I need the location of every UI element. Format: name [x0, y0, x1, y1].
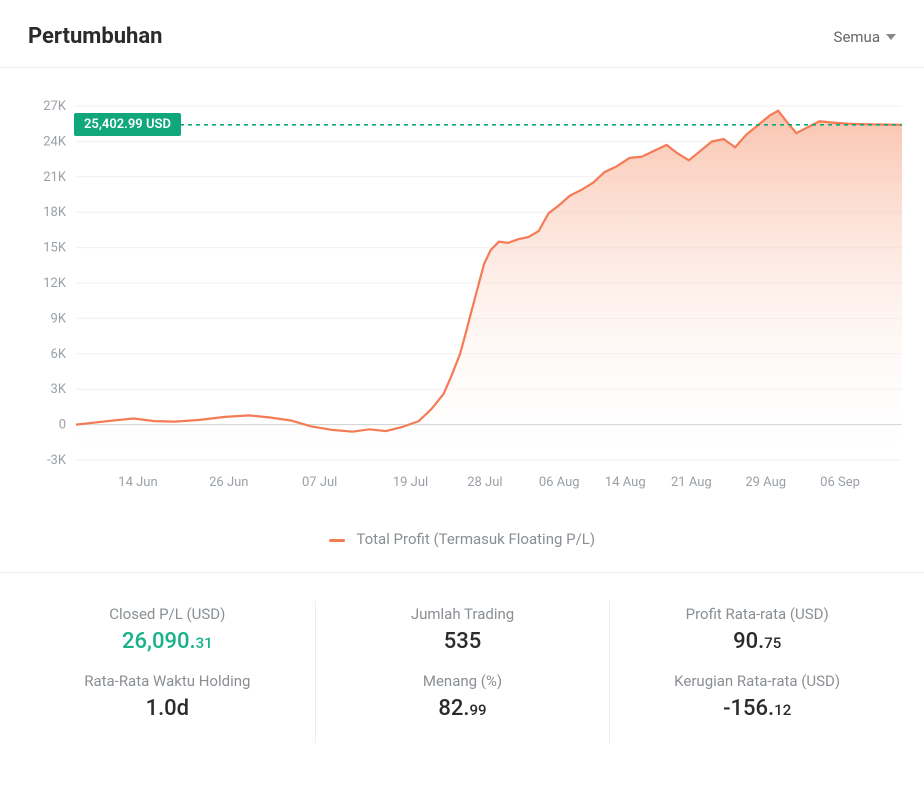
stat-value: 90.75 — [622, 629, 892, 654]
svg-text:3K: 3K — [51, 382, 67, 397]
svg-text:29 Aug: 29 Aug — [745, 475, 786, 490]
stat-column: Jumlah Trading 535 Menang (%) 82.99 — [315, 601, 610, 743]
svg-text:0: 0 — [59, 418, 66, 433]
page-title: Pertumbuhan — [28, 24, 162, 49]
legend-label: Total Profit (Termasuk Floating P/L) — [356, 530, 595, 548]
header: Pertumbuhan Semua — [0, 0, 924, 68]
range-label: Semua — [834, 28, 880, 46]
svg-text:-3K: -3K — [47, 453, 67, 468]
svg-text:27K: 27K — [43, 99, 67, 114]
stat-label: Kerugian Rata-rata (USD) — [622, 672, 892, 690]
stat-value: -156.12 — [622, 696, 892, 721]
stat-label: Menang (%) — [328, 672, 598, 690]
range-selector[interactable]: Semua — [834, 28, 896, 46]
svg-text:06 Aug: 06 Aug — [539, 475, 580, 490]
stat-label: Profit Rata-rata (USD) — [622, 605, 892, 623]
stat-label: Jumlah Trading — [328, 605, 598, 623]
svg-text:26 Jun: 26 Jun — [209, 475, 248, 490]
legend-swatch — [329, 539, 345, 542]
stat-value: 26,090.31 — [32, 629, 303, 654]
svg-text:12K: 12K — [43, 276, 67, 291]
stat-value: 1.0d — [32, 696, 303, 721]
svg-text:14 Jun: 14 Jun — [118, 475, 157, 490]
svg-text:07 Jul: 07 Jul — [302, 475, 337, 490]
svg-text:18K: 18K — [43, 205, 67, 220]
svg-text:9K: 9K — [51, 311, 67, 326]
stat-value: 535 — [328, 629, 598, 654]
svg-text:28 Jul: 28 Jul — [467, 475, 502, 490]
stats-grid: Closed P/L (USD) 26,090.31 Rata-Rata Waktu… — [0, 572, 924, 775]
chart-legend: Total Profit (Termasuk Floating P/L) — [0, 518, 924, 572]
chevron-down-icon — [886, 34, 896, 40]
stat-column: Profit Rata-rata (USD) 90.75 Kerugian Rata… — [609, 601, 904, 743]
svg-text:21 Aug: 21 Aug — [671, 475, 712, 490]
svg-text:19 Jul: 19 Jul — [393, 475, 428, 490]
svg-text:6K: 6K — [51, 347, 67, 362]
svg-text:14 Aug: 14 Aug — [605, 475, 646, 490]
svg-text:15K: 15K — [43, 241, 67, 256]
stat-label: Closed P/L (USD) — [32, 605, 303, 623]
svg-text:21K: 21K — [43, 170, 67, 185]
profit-chart: -3K 0 3K 6K 9K 12K 15K 18K 21K 24K 27K 14 Jun 26 Jun… — [12, 88, 912, 508]
stat-column: Closed P/L (USD) 26,090.31 Rata-Rata Waktu… — [20, 601, 315, 743]
svg-text:06 Sep: 06 Sep — [820, 475, 860, 490]
svg-text:24K: 24K — [43, 134, 67, 149]
stat-value: 82.99 — [328, 696, 598, 721]
chart-area: -3K 0 3K 6K 9K 12K 15K 18K 21K 24K 27K 14 Jun 26 Jun… — [0, 68, 924, 518]
current-value-badge: 25,402.99 USD — [74, 113, 181, 136]
stat-label: Rata-Rata Waktu Holding — [32, 672, 303, 690]
